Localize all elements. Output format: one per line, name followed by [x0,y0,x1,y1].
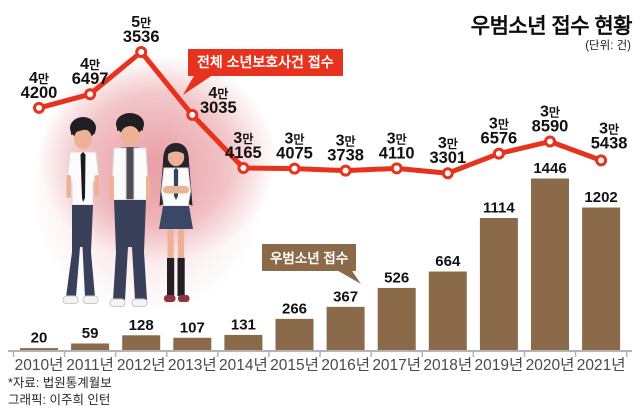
bar-value-label: 59 [82,325,99,342]
line-point-label-value: 4165 [225,144,262,162]
line-point-label-value: 3738 [327,147,364,165]
line-point-label-man: 3만 [233,130,253,147]
student-boy-middle [109,113,151,307]
line-point [288,162,301,175]
line-point-label-man: 5만 [131,14,151,31]
line-point [441,167,454,180]
line-point-label-value: 6576 [481,130,518,148]
line-series-callout: 전체 소년보호사건 접수 [188,49,343,76]
line-point [595,154,608,167]
bar [531,178,569,351]
line-point [33,101,45,114]
year-label: 2014년 [219,356,268,374]
bar [275,318,314,351]
bar-value-label: 664 [435,253,461,270]
year-label: 2010년 [15,356,64,374]
line-point [186,108,199,121]
line-point-label-value: 4200 [21,84,58,102]
line-point-label-man: 4만 [29,70,49,87]
line-point-label-value: 5438 [591,134,628,152]
line-point [390,162,403,175]
year-label: 2011년 [66,356,114,374]
line-point-label-man: 3만 [336,133,356,150]
year-label: 2015년 [270,356,319,374]
line-series [36,49,604,176]
line-point [237,162,250,174]
year-label: 2016년 [321,356,370,374]
unit-label: (단위: 건) [585,40,631,52]
year-label: 2020년 [526,356,575,374]
bar [479,217,518,351]
bar [326,306,365,351]
line-point-label-man: 4만 [208,85,228,102]
year-label: 2021년 [577,356,626,374]
line-point-label-value: 8590 [532,118,569,136]
line-point-label-man: 3만 [438,135,458,152]
bar [224,334,263,351]
year-label: 2012년 [117,356,166,374]
bar-value-label: 1202 [584,189,617,206]
bar [582,207,621,351]
line-point-label-man: 4만 [80,56,100,73]
bar [71,343,110,351]
bar-value-label: 526 [384,269,409,286]
year-label: 2019년 [475,356,524,374]
footer-notes: *자료: 법원통계월보 그래픽: 이주희 인턴 [8,375,112,410]
line-point-label-value: 3301 [429,149,466,167]
line-point [84,88,97,101]
bar-value-label: 266 [282,300,307,317]
credit-note: 그래픽: 이주희 인턴 [8,393,111,408]
line-point [135,46,148,58]
line-point-label-man: 3만 [540,104,560,121]
student-boy-left [62,117,100,304]
bar-value-label: 128 [129,317,154,334]
bar [377,287,416,351]
line-point-label-value: 3035 [200,99,237,117]
line-point [544,135,556,148]
year-label: 2013년 [168,356,217,374]
line-point-label-value: 4110 [379,144,415,162]
line-point-label-value: 4075 [276,145,313,163]
line-point-label-value: 6497 [72,70,109,88]
student-girl [159,143,193,302]
chart-title: 우범소년 접수 현황 [470,15,633,38]
bar-value-label: 1446 [533,160,566,177]
bar [20,348,58,351]
source-note: *자료: 법원통계월보 [8,376,112,390]
line-point-label-man: 3만 [599,120,619,137]
bar [173,337,212,351]
bar [122,335,161,351]
bar-value-label: 367 [333,288,358,305]
line-point-label-man: 3만 [387,130,407,147]
line-point-label-man: 3만 [489,116,509,133]
bar-value-label: 107 [180,319,205,336]
bar-value-label: 20 [31,330,48,347]
students-illustration [62,113,193,307]
bar-value-label: 1114 [483,199,515,216]
line-point-label-man: 3만 [285,131,305,148]
bar-value-label: 131 [231,316,256,333]
line-point [492,147,505,160]
bar [428,271,467,351]
line-point [339,164,352,177]
year-label: 2017년 [372,356,421,374]
line-point-label-value: 3536 [123,28,160,46]
year-label: 2018년 [423,356,472,374]
bar-series-callout: 우범소년 접수 [262,244,357,271]
